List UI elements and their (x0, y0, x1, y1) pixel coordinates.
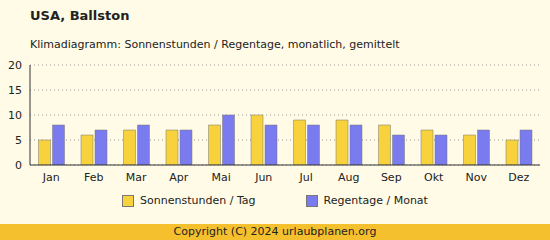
svg-text:0: 0 (15, 159, 22, 172)
svg-text:Feb: Feb (84, 171, 103, 184)
svg-text:15: 15 (8, 84, 22, 97)
html-text:Sonnenstunden / Tag: Sonnenstunden / Tag (140, 194, 256, 207)
svg-text:Jun: Jun (254, 171, 272, 184)
svg-text:Okt: Okt (424, 171, 444, 184)
html-text:USA, Ballston: USA, Ballston (30, 8, 130, 23)
svg-text:Sep: Sep (381, 171, 402, 184)
svg-text:Jul: Jul (299, 171, 313, 184)
svg-text:Aug: Aug (338, 171, 359, 184)
html-text:Regentage / Monat: Regentage / Monat (323, 194, 428, 207)
svg-text:Dez: Dez (508, 171, 529, 184)
svg-text:Apr: Apr (169, 171, 189, 184)
svg-text:10: 10 (8, 109, 22, 122)
svg-text:5: 5 (15, 134, 22, 147)
svg-text:20: 20 (8, 59, 22, 72)
svg-text:Mai: Mai (212, 171, 231, 184)
html-text:Klimadiagramm: Sonnenstunden /: Klimadiagramm: Sonnenstunden / Regentage… (30, 38, 400, 51)
svg-text:Nov: Nov (466, 171, 488, 184)
svg-text:Mar: Mar (126, 171, 147, 184)
html-text:Copyright (C) 2024 urlaubplane: Copyright (C) 2024 urlaubplanen.org (173, 225, 377, 238)
svg-text:Jan: Jan (42, 171, 60, 184)
